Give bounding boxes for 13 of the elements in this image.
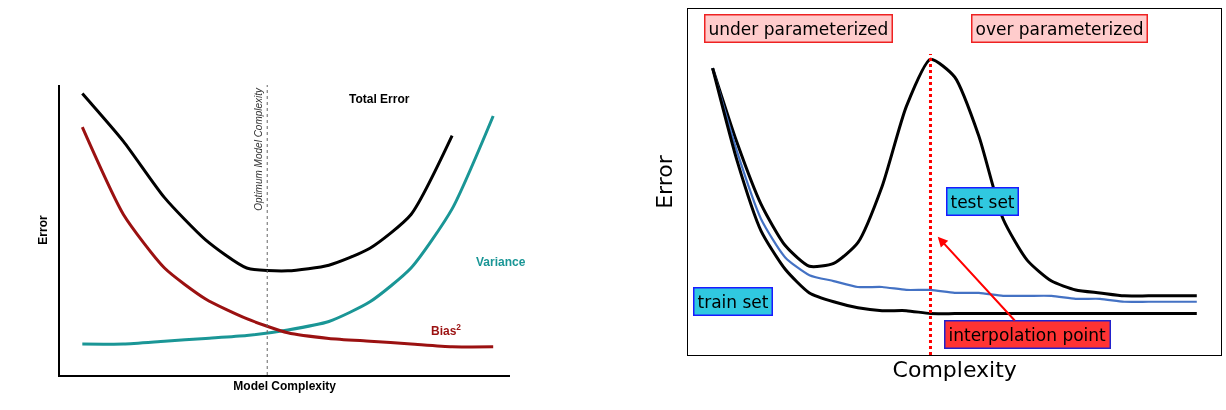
text: Total Error [349, 92, 410, 106]
y-axis-title: Error [652, 154, 678, 209]
series-label: test set [950, 191, 1015, 212]
annotation: interpolation point [948, 324, 1107, 345]
text: under parameterized [708, 18, 889, 39]
x-axis-title: Complexity [892, 357, 1017, 382]
text: over parameterized [975, 18, 1144, 39]
text: Variance [476, 255, 526, 269]
y-axis-title: Error [35, 215, 50, 245]
annotation: Optimum Model Complexity [252, 86, 264, 211]
series-label: Bias$^{2}$ [431, 322, 462, 339]
x-axis-title: Model Complexity [233, 379, 337, 394]
series-label: train set [697, 291, 769, 312]
